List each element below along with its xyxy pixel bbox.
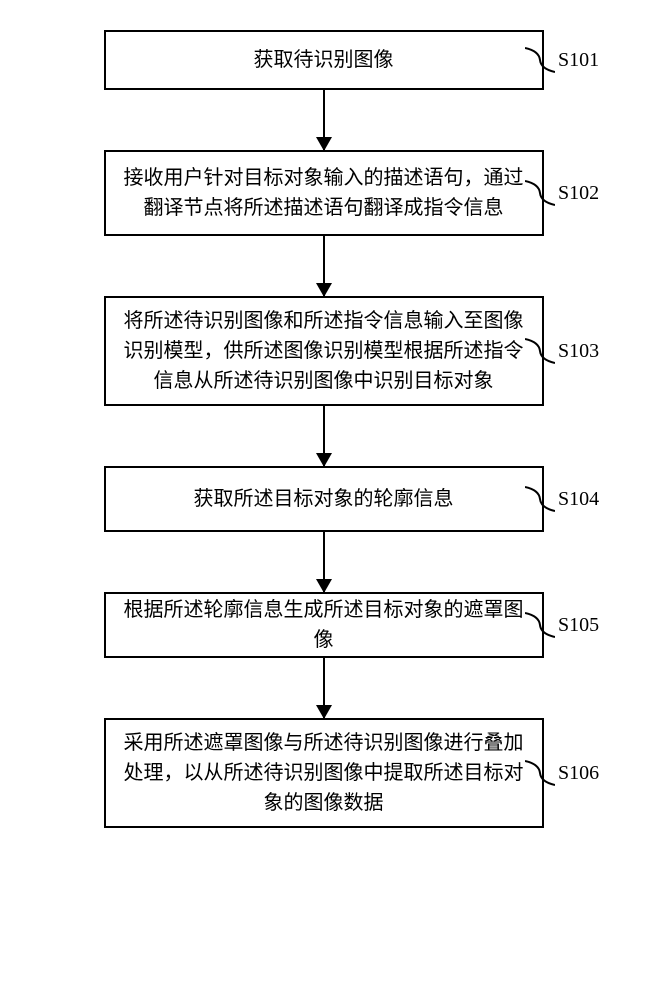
step-text: 将所述待识别图像和所述指令信息输入至图像识别模型，供所述图像识别模型根据所述指令… bbox=[122, 306, 526, 396]
label-text: S106 bbox=[558, 762, 599, 785]
step-row-s105: 根据所述轮廓信息生成所述目标对象的遮罩图像 S105 bbox=[0, 592, 647, 658]
step-row-s103: 将所述待识别图像和所述指令信息输入至图像识别模型，供所述图像识别模型根据所述指令… bbox=[0, 296, 647, 406]
arrow-1 bbox=[323, 90, 325, 150]
connector-curve bbox=[525, 178, 555, 208]
arrow-5 bbox=[323, 658, 325, 718]
step-row-s106: 采用所述遮罩图像与所述待识别图像进行叠加处理，以从所述待识别图像中提取所述目标对… bbox=[0, 718, 647, 828]
step-text: 接收用户针对目标对象输入的描述语句，通过翻译节点将所述描述语句翻译成指令信息 bbox=[122, 163, 526, 223]
step-row-s104: 获取所述目标对象的轮廓信息 S104 bbox=[0, 466, 647, 532]
step-label-s102: S102 bbox=[558, 182, 599, 205]
step-row-s101: 获取待识别图像 S101 bbox=[0, 30, 647, 90]
label-text: S103 bbox=[558, 340, 599, 363]
connector-curve bbox=[525, 484, 555, 514]
label-text: S104 bbox=[558, 488, 599, 511]
step-text: 获取所述目标对象的轮廓信息 bbox=[194, 484, 454, 514]
step-row-s102: 接收用户针对目标对象输入的描述语句，通过翻译节点将所述描述语句翻译成指令信息 S… bbox=[0, 150, 647, 236]
flowchart-container: 获取待识别图像 S101 接收用户针对目标对象输入的描述语句，通过翻译节点将所述… bbox=[0, 0, 647, 828]
step-label-s104: S104 bbox=[558, 488, 599, 511]
step-label-s101: S101 bbox=[558, 49, 599, 72]
step-label-s105: S105 bbox=[558, 614, 599, 637]
label-text: S101 bbox=[558, 49, 599, 72]
step-text: 根据所述轮廓信息生成所述目标对象的遮罩图像 bbox=[122, 595, 526, 655]
step-box-s106: 采用所述遮罩图像与所述待识别图像进行叠加处理，以从所述待识别图像中提取所述目标对… bbox=[104, 718, 544, 828]
step-text: 获取待识别图像 bbox=[254, 45, 394, 75]
step-box-s105: 根据所述轮廓信息生成所述目标对象的遮罩图像 bbox=[104, 592, 544, 658]
step-box-s103: 将所述待识别图像和所述指令信息输入至图像识别模型，供所述图像识别模型根据所述指令… bbox=[104, 296, 544, 406]
connector-curve bbox=[525, 610, 555, 640]
arrow-2 bbox=[323, 236, 325, 296]
step-text: 采用所述遮罩图像与所述待识别图像进行叠加处理，以从所述待识别图像中提取所述目标对… bbox=[122, 728, 526, 818]
arrow-3 bbox=[323, 406, 325, 466]
step-box-s104: 获取所述目标对象的轮廓信息 bbox=[104, 466, 544, 532]
connector-curve bbox=[525, 45, 555, 75]
label-text: S105 bbox=[558, 614, 599, 637]
connector-curve bbox=[525, 336, 555, 366]
step-label-s106: S106 bbox=[558, 762, 599, 785]
step-label-s103: S103 bbox=[558, 340, 599, 363]
connector-curve bbox=[525, 758, 555, 788]
label-text: S102 bbox=[558, 182, 599, 205]
step-box-s101: 获取待识别图像 bbox=[104, 30, 544, 90]
step-box-s102: 接收用户针对目标对象输入的描述语句，通过翻译节点将所述描述语句翻译成指令信息 bbox=[104, 150, 544, 236]
arrow-4 bbox=[323, 532, 325, 592]
